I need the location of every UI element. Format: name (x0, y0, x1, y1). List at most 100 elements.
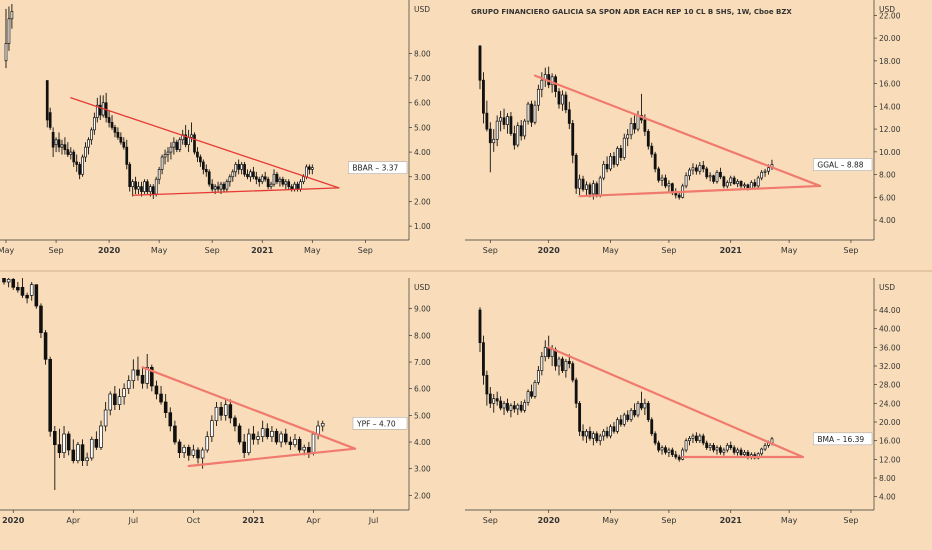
dash-separator: – (838, 161, 847, 170)
x-tick-label: 2020 (538, 516, 561, 525)
candle (10, 4, 14, 29)
candle-body-up (763, 170, 767, 173)
candle-body-down (509, 116, 513, 134)
candle (205, 431, 210, 453)
candle (705, 440, 709, 450)
candle (113, 124, 117, 138)
candle (725, 180, 729, 189)
candle-body-down (94, 438, 99, 448)
candle-body-up (526, 391, 530, 403)
candle-body-down (34, 284, 39, 307)
candle-body-down (574, 379, 578, 404)
candle-body-up (131, 181, 134, 187)
candle-body-down (701, 435, 705, 444)
candle-body-up (76, 444, 80, 462)
candle (612, 422, 616, 434)
y-tick-label: 5.00 (414, 411, 431, 420)
trendline[interactable] (187, 447, 357, 468)
candle-body-down (705, 168, 709, 178)
candle (231, 169, 235, 182)
candle-body-down (564, 94, 568, 111)
candle-body-down (140, 186, 143, 192)
candle-body-up (502, 402, 506, 409)
candle (509, 112, 513, 136)
candle-body-down (290, 186, 294, 190)
candle (110, 115, 114, 130)
trendline[interactable] (141, 366, 357, 450)
candle-body-up (302, 446, 307, 451)
candle-body-up (743, 451, 746, 456)
candle-body-up (122, 388, 126, 398)
candle (736, 447, 740, 456)
candle (708, 443, 712, 451)
candle-body-down (116, 131, 120, 138)
x-tick-label: May (304, 246, 321, 255)
candle (564, 359, 568, 378)
candle (154, 176, 158, 197)
candle (196, 147, 199, 162)
candle-body-up (270, 430, 274, 438)
trendline[interactable] (131, 187, 340, 196)
plot-area (2, 278, 357, 490)
trendline[interactable] (547, 346, 804, 459)
candle (122, 383, 126, 405)
candle-body-up (509, 405, 513, 411)
candle-body-up (526, 103, 530, 122)
candle (296, 181, 299, 192)
candle (207, 169, 211, 187)
y-tick-label: 2.00 (414, 197, 431, 206)
plot-area (4, 4, 340, 199)
candle (266, 176, 270, 190)
candle (753, 452, 757, 460)
candle (760, 447, 764, 456)
candle-body-down (650, 145, 654, 155)
candle (488, 122, 492, 173)
candle-body-up (636, 402, 640, 416)
candle-body-down (119, 136, 123, 143)
candle (48, 107, 52, 130)
candle (701, 433, 705, 446)
candle (643, 398, 647, 415)
candle-body-down (168, 412, 173, 427)
candle (636, 110, 640, 132)
candle-body-down (530, 103, 533, 123)
trendline[interactable] (533, 74, 822, 188)
candle (719, 445, 722, 455)
candle (216, 181, 220, 192)
candle-body-down (71, 449, 76, 462)
candle (150, 364, 154, 392)
candle-body-up (182, 446, 186, 454)
candle-body-down (739, 181, 743, 187)
x-tick-label: 2020 (538, 246, 561, 255)
x-tick-label: Sep (843, 246, 858, 255)
last-price-tag-box (348, 161, 408, 174)
candle-body-down (643, 119, 647, 132)
candle-body-down (201, 161, 205, 170)
candle (578, 174, 582, 196)
x-tick-label: Sep (49, 246, 64, 255)
candle-body-up (231, 171, 235, 178)
candle (722, 447, 726, 456)
candle (136, 356, 140, 381)
candle (629, 408, 633, 422)
candle (237, 159, 241, 175)
candle (585, 429, 588, 443)
candle-body-up (143, 181, 146, 192)
candle (284, 179, 288, 190)
trendline[interactable] (70, 97, 340, 189)
symbol-text: BBAR (352, 164, 373, 173)
y-tick-label: 8.00 (414, 331, 431, 340)
candle-body-down (499, 400, 503, 409)
candle (571, 361, 575, 383)
chart-bma: 4.00 8.00 12.00 16.00 20.00 24.00 28.00 32.00 36… (465, 278, 901, 525)
trendline[interactable] (578, 184, 822, 198)
candle (729, 441, 733, 450)
candle (708, 172, 712, 182)
candle-body-up (609, 156, 612, 170)
candle (519, 401, 523, 413)
candle-body-down (612, 156, 616, 165)
candle (252, 166, 255, 180)
candle-body-down (571, 363, 575, 381)
candle (94, 431, 99, 450)
